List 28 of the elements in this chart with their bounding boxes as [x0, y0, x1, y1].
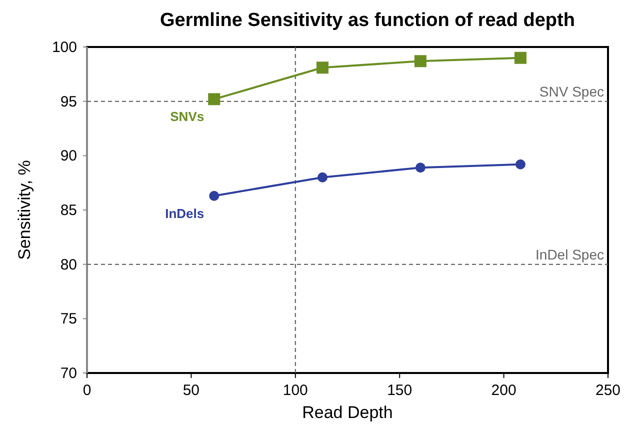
y-axis-title: Sensitivity, %	[15, 160, 34, 260]
x-tick-label: 50	[182, 382, 200, 399]
ref-line-label: InDel Spec	[536, 246, 604, 262]
x-tick-label: 100	[282, 382, 308, 399]
series-label: InDels	[165, 206, 204, 221]
ref-line-label: SNV Spec	[539, 83, 604, 100]
x-axis-title: Read Depth	[302, 403, 393, 422]
y-tick-label: 80	[60, 256, 77, 274]
point	[414, 55, 426, 68]
y-tick-label: 100	[52, 39, 77, 56]
x-tick-label: 0	[82, 382, 92, 399]
y-tick-label: 90	[60, 148, 77, 165]
point	[209, 190, 220, 201]
x-tick-label: 250	[595, 382, 621, 399]
point	[514, 52, 526, 64]
y-tick-label: 70	[60, 365, 77, 382]
x-tick-label: 150	[387, 382, 412, 399]
y-tick-label: 95	[60, 93, 77, 110]
point	[317, 172, 328, 182]
y-tick-label: 75	[60, 310, 77, 328]
series-label: SNVs	[170, 109, 204, 124]
y-tick-label: 85	[60, 202, 77, 219]
point	[415, 162, 426, 173]
point	[316, 62, 328, 74]
point	[208, 93, 220, 106]
chart-title: Germline Sensitivity as function of read depth	[160, 10, 575, 31]
point	[515, 159, 526, 170]
x-tick-label: 200	[491, 382, 516, 399]
